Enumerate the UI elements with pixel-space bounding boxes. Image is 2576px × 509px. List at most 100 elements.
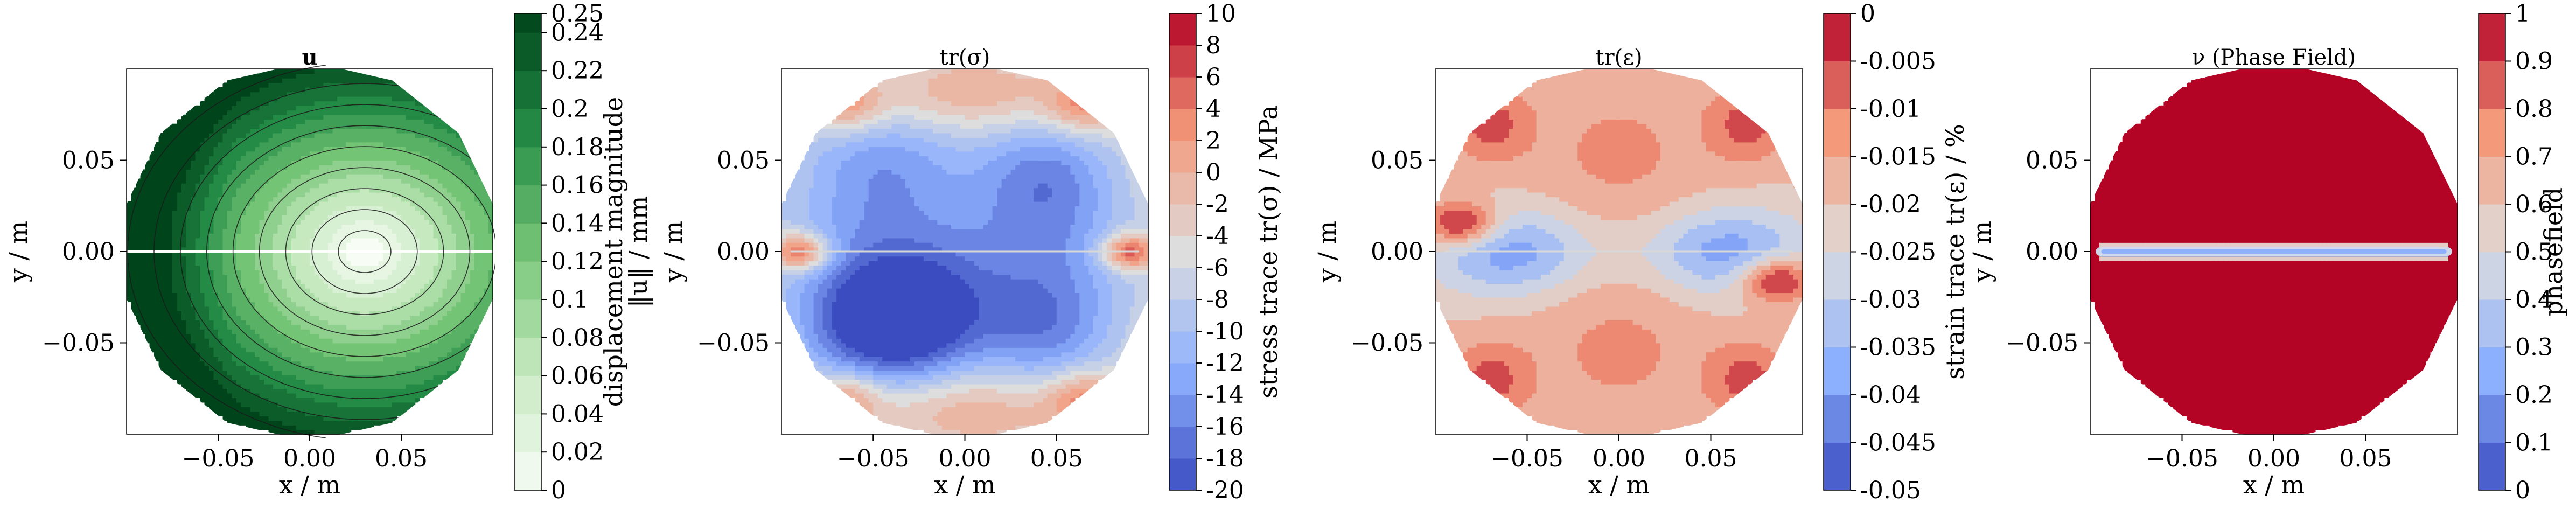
contour-cell — [145, 311, 150, 316]
contour-cell — [250, 265, 255, 270]
contour-cell — [346, 315, 352, 320]
contour-cell — [346, 224, 352, 229]
contour-cell — [204, 320, 210, 325]
contour-cell — [264, 210, 269, 215]
contour-cell — [158, 151, 164, 156]
contour-cell — [232, 374, 237, 380]
contour-cell — [296, 288, 301, 294]
contour-cell — [246, 137, 251, 143]
contour-cell — [332, 178, 338, 184]
contour-cell — [264, 228, 269, 234]
contour-cell — [195, 228, 200, 234]
contour-cell — [456, 347, 462, 353]
contour-cell — [429, 242, 434, 248]
contour-cell — [218, 388, 224, 394]
contour-cell — [186, 228, 191, 234]
contour-cell — [213, 370, 219, 375]
contour-cell — [360, 247, 365, 252]
contour-cell — [204, 133, 210, 138]
contour-cell — [438, 374, 443, 380]
contour-cell — [387, 379, 393, 385]
contour-cell — [341, 407, 347, 412]
contour-cell — [255, 92, 260, 97]
contour-cell — [167, 329, 173, 334]
contour-cell — [351, 133, 356, 138]
contour-cell — [131, 256, 136, 261]
contour-cell — [420, 197, 425, 202]
contour-cell — [360, 398, 365, 403]
contour-cell — [259, 169, 264, 175]
contour-cell — [369, 160, 374, 165]
contour-cell — [277, 302, 283, 307]
contour-cell — [291, 73, 297, 79]
contour-cell — [429, 156, 434, 161]
contour-cell — [213, 105, 219, 111]
contour-cell — [438, 137, 443, 143]
contour-cell — [282, 110, 288, 115]
contour-cell — [383, 361, 388, 366]
contour-cell — [145, 224, 150, 229]
contour-cell — [341, 105, 347, 111]
contour-cell — [296, 306, 301, 311]
contour-cell — [328, 247, 333, 252]
contour-cell — [177, 147, 182, 152]
contour-cell — [195, 206, 200, 211]
contour-cell — [415, 201, 420, 207]
contour-cell — [246, 407, 251, 412]
contour-cell — [287, 320, 292, 325]
contour-cell — [273, 374, 278, 380]
contour-cell — [213, 297, 219, 303]
contour-cell — [301, 78, 306, 83]
contour-cell — [268, 137, 274, 143]
contour-cell — [181, 119, 187, 124]
contour-cell — [319, 215, 324, 220]
contour-cell — [282, 160, 288, 165]
contour-cell — [355, 393, 361, 398]
contour-cell — [227, 370, 233, 375]
contour-cell — [149, 320, 155, 325]
contour-cell — [387, 247, 393, 252]
contour-cell — [341, 173, 347, 179]
contour-cell — [429, 388, 434, 394]
contour-cell — [264, 384, 269, 389]
contour-cell — [360, 306, 365, 311]
contour-cell — [456, 343, 462, 348]
contour-cell — [332, 160, 338, 165]
contour-cell — [204, 197, 210, 202]
contour-cell — [218, 329, 224, 334]
contour-cell — [259, 133, 264, 138]
contour-cell — [158, 215, 164, 220]
contour-cell — [378, 224, 383, 229]
contour-cell — [374, 393, 379, 398]
contour-cell — [355, 164, 361, 170]
contour-cell — [341, 420, 347, 426]
contour-cell — [186, 119, 191, 124]
contour-cell — [420, 183, 425, 189]
contour-cell — [140, 252, 145, 257]
contour-cell — [392, 411, 397, 416]
contour-cell — [305, 147, 310, 152]
contour-cell — [355, 101, 361, 106]
contour-cell — [365, 297, 370, 303]
contour-cell — [291, 114, 297, 120]
contour-cell — [396, 388, 402, 394]
contour-cell — [410, 233, 416, 239]
contour-cell — [218, 219, 224, 225]
contour-cell — [191, 133, 196, 138]
contour-cell — [301, 370, 306, 375]
contour-cell — [195, 142, 200, 147]
contour-cell — [365, 425, 370, 430]
contour-cell — [337, 315, 343, 320]
contour-cell — [310, 365, 315, 371]
contour-cell — [273, 119, 278, 124]
contour-cell — [374, 333, 379, 339]
contour-cell — [355, 398, 361, 403]
contour-cell — [410, 128, 416, 134]
contour-cell — [213, 192, 219, 198]
contour-cell — [209, 169, 214, 175]
contour-cell — [204, 114, 210, 120]
contour-cell — [167, 365, 173, 371]
contour-cell — [236, 370, 242, 375]
contour-cell — [191, 164, 196, 170]
contour-cell — [282, 228, 288, 234]
